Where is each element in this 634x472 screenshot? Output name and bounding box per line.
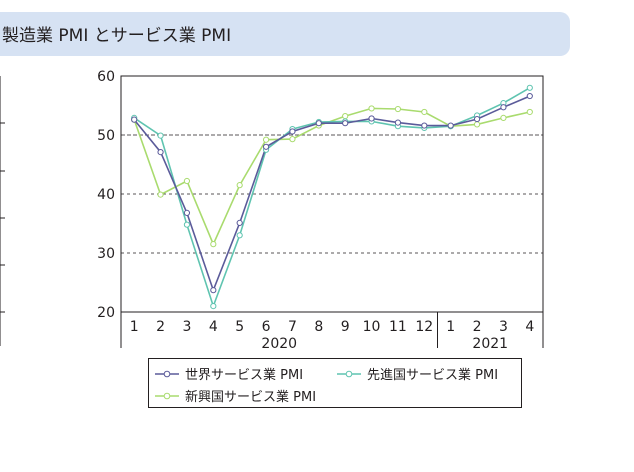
series-2-point [290,137,295,142]
series-0-point [263,144,268,149]
legend-item-world: 世界サービス業 PMI [155,364,303,383]
series-2-point [343,114,348,119]
series-0-point [290,129,295,134]
series-line-2 [134,108,530,244]
series-1-point [158,133,163,138]
chart-legend: 世界サービス業 PMI 先進国サービス業 PMI 新興国サービス業 PMI [148,358,522,408]
legend-item-emerging: 新興国サービス業 PMI [155,386,316,405]
series-0-point [527,93,532,98]
x-tick-label: 6 [262,319,271,335]
x-tick-label: 1 [130,319,139,335]
series-2-point [184,178,189,183]
x-tick-label: 2 [156,319,165,335]
y-tick-label: 20 [97,305,115,321]
series-0-point [422,123,427,128]
series-0-point [132,117,137,122]
y-tick-label: 40 [97,187,115,203]
legend-swatch-world [155,369,179,379]
legend-label-advanced: 先進国サービス業 PMI [367,364,498,383]
series-0-point [343,121,348,126]
y-tick-label: 50 [97,128,115,144]
legend-label-emerging: 新興国サービス業 PMI [185,386,316,405]
series-2-point [211,242,216,247]
x-tick-label: 2 [473,319,482,335]
x-tick-label: 4 [209,319,218,335]
series-1-point [527,85,532,90]
x-tick-label: 11 [389,319,407,335]
x-tick-label: 8 [314,319,323,335]
series-2-point [501,115,506,120]
x-tick-label: 7 [288,319,297,335]
series-2-point [527,109,532,114]
series-0-point [474,116,479,121]
y-tick-label: 60 [97,69,115,85]
x-tick-label: 3 [182,319,191,335]
x-tick-label: 10 [363,319,381,335]
series-0-point [501,105,506,110]
series-0-point [316,121,321,126]
series-0-point [395,120,400,125]
x-tick-label: 3 [499,319,508,335]
series-2-point [158,192,163,197]
series-1-point [211,304,216,309]
series-0-point [211,288,216,293]
series-2-point [422,109,427,114]
series-1-point [184,222,189,227]
x-tick-label: 4 [525,319,534,335]
x-tick-label: 12 [415,319,433,335]
x-tick-label: 1 [446,319,455,335]
year-label: 2021 [472,336,508,352]
series-1-point [237,233,242,238]
x-tick-label: 9 [341,319,350,335]
series-0-point [184,210,189,215]
series-0-point [237,220,242,225]
legend-item-advanced: 先進国サービス業 PMI [337,364,498,383]
series-2-point [395,106,400,111]
series-0-point [448,123,453,128]
series-0-point [369,116,374,121]
legend-swatch-emerging [155,391,179,401]
legend-swatch-advanced [337,369,361,379]
series-2-point [237,183,242,188]
series-2-point [263,137,268,142]
y-tick-label: 30 [97,246,115,262]
series-2-point [474,122,479,127]
series-0-point [158,150,163,155]
year-label: 2020 [261,336,297,352]
x-tick-label: 5 [235,319,244,335]
legend-label-world: 世界サービス業 PMI [185,364,303,383]
series-2-point [369,106,374,111]
